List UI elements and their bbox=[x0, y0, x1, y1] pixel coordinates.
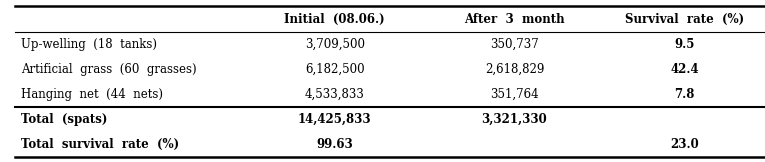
Text: After  3  month: After 3 month bbox=[464, 12, 565, 26]
Text: Initial  (08.06.): Initial (08.06.) bbox=[285, 12, 385, 26]
Text: Hanging  net  (44  nets): Hanging net (44 nets) bbox=[21, 88, 164, 101]
Text: 350,737: 350,737 bbox=[490, 38, 539, 51]
Text: 3,321,330: 3,321,330 bbox=[482, 113, 547, 126]
Text: Survival  rate  (%): Survival rate (%) bbox=[625, 12, 744, 26]
Text: Artificial  grass  (60  grasses): Artificial grass (60 grasses) bbox=[21, 63, 197, 76]
Text: 23.0: 23.0 bbox=[670, 138, 699, 151]
Text: 351,764: 351,764 bbox=[490, 88, 539, 101]
Text: 2,618,829: 2,618,829 bbox=[485, 63, 544, 76]
Text: 14,425,833: 14,425,833 bbox=[298, 113, 372, 126]
Text: Up-welling  (18  tanks): Up-welling (18 tanks) bbox=[21, 38, 158, 51]
Text: 7.8: 7.8 bbox=[675, 88, 695, 101]
Text: 9.5: 9.5 bbox=[675, 38, 695, 51]
Text: Total  (spats): Total (spats) bbox=[21, 113, 108, 126]
Text: 6,182,500: 6,182,500 bbox=[305, 63, 364, 76]
Text: 42.4: 42.4 bbox=[670, 63, 699, 76]
Text: 3,709,500: 3,709,500 bbox=[304, 38, 365, 51]
Text: 99.63: 99.63 bbox=[316, 138, 353, 151]
Text: 4,533,833: 4,533,833 bbox=[304, 88, 365, 101]
Text: Total  survival  rate  (%): Total survival rate (%) bbox=[21, 138, 180, 151]
